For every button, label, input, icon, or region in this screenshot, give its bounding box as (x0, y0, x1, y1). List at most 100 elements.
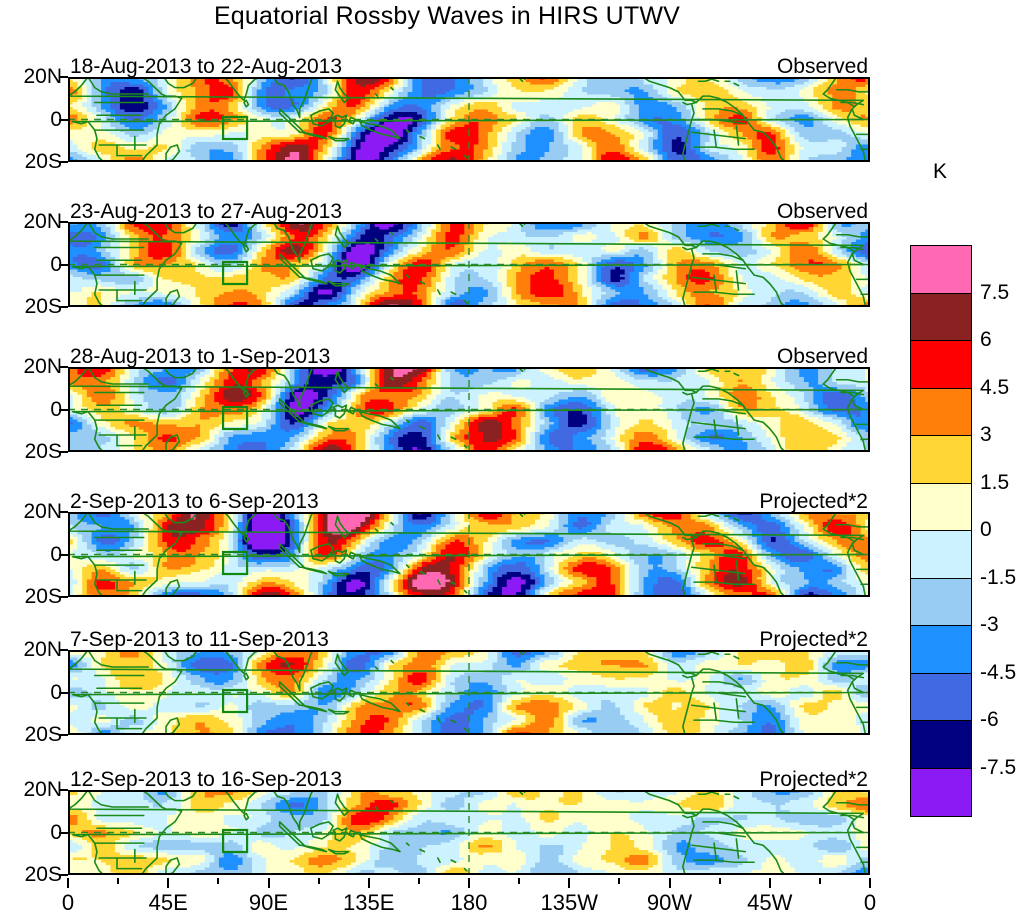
x-tick-minor (819, 878, 821, 884)
page-title: Equatorial Rossby Waves in HIRS UTWV (0, 2, 894, 31)
panel-date-range-4: 2-Sep-2013 to 6-Sep-2013 (70, 490, 319, 514)
y-axis-label-0: 0 (0, 108, 62, 132)
colorbar-tick-1: 6 (980, 328, 992, 352)
panel-date-range-1: 18-Aug-2013 to 22-Aug-2013 (70, 55, 342, 79)
x-tick-major (669, 878, 671, 888)
panel-date-range-5: 7-Sep-2013 to 11-Sep-2013 (70, 628, 329, 652)
y-axis-label-20n: 20N (0, 638, 62, 662)
panel-kind-label-2: Observed (777, 200, 868, 224)
y-axis-label-0: 0 (0, 253, 62, 277)
colorbar-tick-3: 3 (980, 423, 992, 447)
panel-kind-label-4: Projected*2 (759, 490, 868, 514)
y-axis-label-20s: 20S (0, 863, 62, 887)
colorbar-band-10[interactable] (911, 721, 971, 769)
x-axis-label-5: 135W (541, 890, 598, 916)
colorbar-band-1[interactable] (911, 294, 971, 342)
panel-frame-5 (68, 650, 870, 735)
colorbar-band-2[interactable] (911, 341, 971, 389)
x-tick-major (67, 878, 69, 888)
panel-header-4: 2-Sep-2013 to 6-Sep-2013 Projected*2 (68, 484, 870, 512)
y-axis-label-20s: 20S (0, 150, 62, 174)
x-tick-major (167, 878, 169, 888)
colorbar-band-5[interactable] (911, 484, 971, 532)
x-tick-major (568, 878, 570, 888)
x-tick-minor (719, 878, 721, 884)
x-axis-label-6: 90W (647, 890, 692, 916)
colorbar-band-4[interactable] (911, 436, 971, 484)
y-axis-label-0: 0 (0, 543, 62, 567)
colorbar-tick-6: -1.5 (980, 566, 1016, 590)
panel-header-1: 18-Aug-2013 to 22-Aug-2013 Observed (68, 49, 870, 77)
colorbar-tick-2: 4.5 (980, 376, 1009, 400)
x-tick-minor (117, 878, 119, 884)
x-tick-minor (418, 878, 420, 884)
y-axis-label-0: 0 (0, 681, 62, 705)
x-axis-label-8: 0 (864, 890, 876, 916)
colorbar-band-7[interactable] (911, 579, 971, 627)
x-axis-label-1: 45E (149, 890, 188, 916)
colorbar-band-11[interactable] (911, 769, 971, 817)
colorbar-tick-8: -4.5 (980, 661, 1016, 685)
panel-header-5: 7-Sep-2013 to 11-Sep-2013 Projected*2 (68, 622, 870, 650)
panel-kind-label-6: Projected*2 (759, 768, 868, 792)
panel-frame-3 (68, 367, 870, 452)
panel-header-2: 23-Aug-2013 to 27-Aug-2013 Observed (68, 194, 870, 222)
y-axis-label-20s: 20S (0, 585, 62, 609)
y-axis-label-20n: 20N (0, 778, 62, 802)
y-axis-label-20n: 20N (0, 210, 62, 234)
x-tick-major (368, 878, 370, 888)
panel-date-range-2: 23-Aug-2013 to 27-Aug-2013 (70, 200, 342, 224)
x-axis-label-4: 180 (451, 890, 488, 916)
x-tick-minor (518, 878, 520, 884)
colorbar-unit-label: K (910, 160, 970, 184)
colorbar-tick-10: -7.5 (980, 756, 1016, 780)
colorbar-band-8[interactable] (911, 626, 971, 674)
x-tick-major (769, 878, 771, 888)
colorbar-band-9[interactable] (911, 674, 971, 722)
x-tick-major (268, 878, 270, 888)
x-axis-label-7: 45W (747, 890, 792, 916)
colorbar-tick-7: -3 (980, 613, 999, 637)
colorbar-band-6[interactable] (911, 531, 971, 579)
panel-date-range-6: 12-Sep-2013 to 16-Sep-2013 (70, 768, 342, 792)
x-axis-label-3: 135E (343, 890, 394, 916)
x-tick-minor (318, 878, 320, 884)
panel-frame-6 (68, 790, 870, 875)
y-axis-label-20n: 20N (0, 355, 62, 379)
panel-frame-4 (68, 512, 870, 597)
panel-header-3: 28-Aug-2013 to 1-Sep-2013 Observed (68, 339, 870, 367)
colorbar-band-0[interactable] (911, 246, 971, 294)
panel-frame-2 (68, 222, 870, 307)
colorbar[interactable] (910, 245, 972, 817)
colorbar-tick-5: 0 (980, 518, 992, 542)
y-axis-label-0: 0 (0, 821, 62, 845)
y-axis-label-0: 0 (0, 398, 62, 422)
panel-date-range-3: 28-Aug-2013 to 1-Sep-2013 (70, 345, 330, 369)
colorbar-tick-4: 1.5 (980, 471, 1009, 495)
colorbar-tick-0: 7.5 (980, 281, 1009, 305)
panel-frame-1 (68, 77, 870, 162)
colorbar-tick-9: -6 (980, 708, 999, 732)
y-axis-label-20s: 20S (0, 295, 62, 319)
y-axis-label-20n: 20N (0, 65, 62, 89)
panel-header-6: 12-Sep-2013 to 16-Sep-2013 Projected*2 (68, 762, 870, 790)
y-axis-label-20n: 20N (0, 500, 62, 524)
x-tick-minor (618, 878, 620, 884)
x-tick-major (869, 878, 871, 888)
panel-kind-label-1: Observed (777, 55, 868, 79)
panel-kind-label-5: Projected*2 (759, 628, 868, 652)
y-axis-label-20s: 20S (0, 723, 62, 747)
colorbar-band-3[interactable] (911, 389, 971, 437)
y-axis-label-20s: 20S (0, 440, 62, 464)
x-axis-label-2: 90E (249, 890, 288, 916)
x-tick-minor (217, 878, 219, 884)
panel-kind-label-3: Observed (777, 345, 868, 369)
